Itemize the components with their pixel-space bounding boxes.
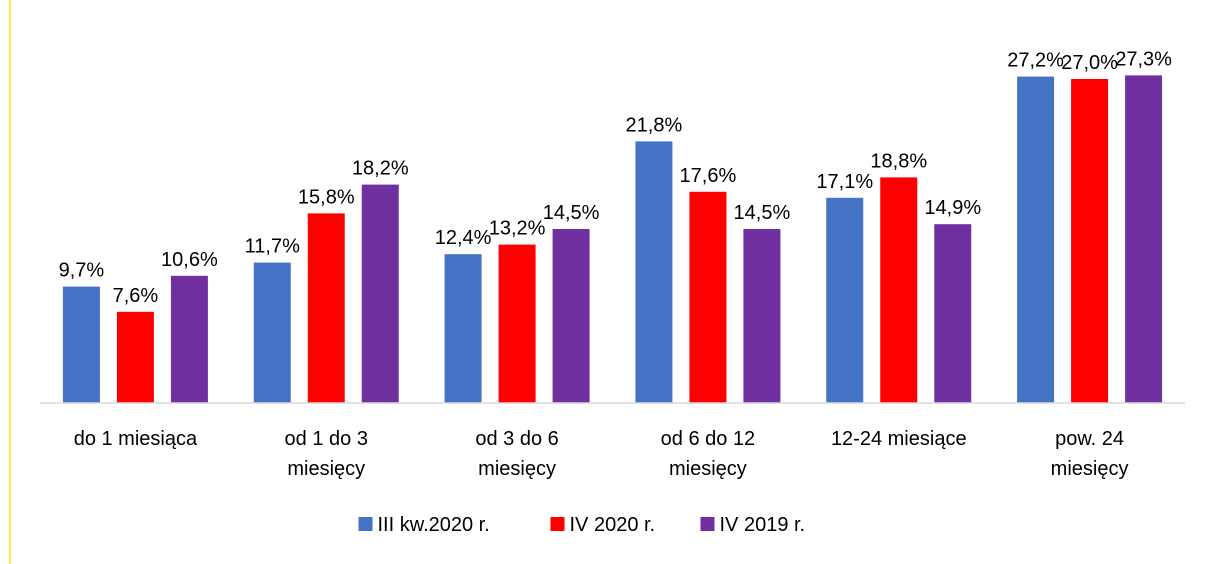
- bar: [1017, 76, 1055, 403]
- legend-swatch: [358, 517, 373, 531]
- x-tick-label: od 6 do 12 miesięcy: [660, 428, 756, 480]
- data-label: 11,7%: [245, 236, 300, 258]
- data-label: 15,8%: [298, 186, 355, 208]
- bar: [826, 197, 864, 403]
- bar: [307, 213, 345, 403]
- data-label: 27,0%: [1061, 52, 1118, 74]
- bar: [498, 244, 536, 403]
- data-label: 14,5%: [734, 202, 791, 224]
- data-label: 17,1%: [816, 171, 873, 193]
- bar: [689, 191, 727, 403]
- data-label: 27,2%: [1007, 50, 1064, 72]
- bar: [444, 254, 482, 403]
- bar: [635, 141, 673, 403]
- bar: [116, 311, 154, 403]
- x-tick-label: pow. 24 miesięcy: [1050, 428, 1129, 480]
- data-label: 12,4%: [435, 227, 492, 249]
- x-tick-label: do 1 miesiąca: [73, 428, 198, 450]
- data-label: 9,7%: [59, 260, 105, 282]
- bar: [170, 275, 208, 403]
- data-label: 13,2%: [489, 218, 546, 240]
- legend-label: IV 2020 r.: [570, 514, 656, 536]
- data-label: 7,6%: [113, 285, 159, 307]
- legend-label: IV 2019 r.: [720, 514, 806, 536]
- x-tick-label: od 3 do 6 miesięcy: [475, 428, 559, 480]
- legend-swatch: [550, 517, 565, 531]
- bar: [62, 286, 100, 403]
- data-label: 27,3%: [1115, 48, 1172, 70]
- data-label: 18,2%: [352, 158, 409, 180]
- data-label: 17,6%: [680, 165, 737, 187]
- data-label: 18,8%: [870, 150, 927, 172]
- bar: [552, 229, 590, 403]
- bar: [1125, 75, 1163, 404]
- bar: [934, 224, 972, 403]
- x-tick-label: od 1 do 3 miesięcy: [284, 428, 368, 480]
- bar: [1071, 79, 1109, 403]
- data-label: 14,9%: [924, 197, 981, 219]
- legend-label: III kw.2020 r.: [378, 514, 490, 536]
- bar: [361, 184, 399, 403]
- bar: [253, 262, 291, 403]
- bar: [880, 177, 918, 403]
- legend-swatch: [700, 517, 715, 531]
- data-label: 10,6%: [161, 249, 218, 271]
- bar: [743, 229, 781, 403]
- data-label: 21,8%: [626, 114, 683, 136]
- data-label: 14,5%: [543, 202, 600, 224]
- x-tick-label: 12-24 miesiące: [830, 428, 967, 450]
